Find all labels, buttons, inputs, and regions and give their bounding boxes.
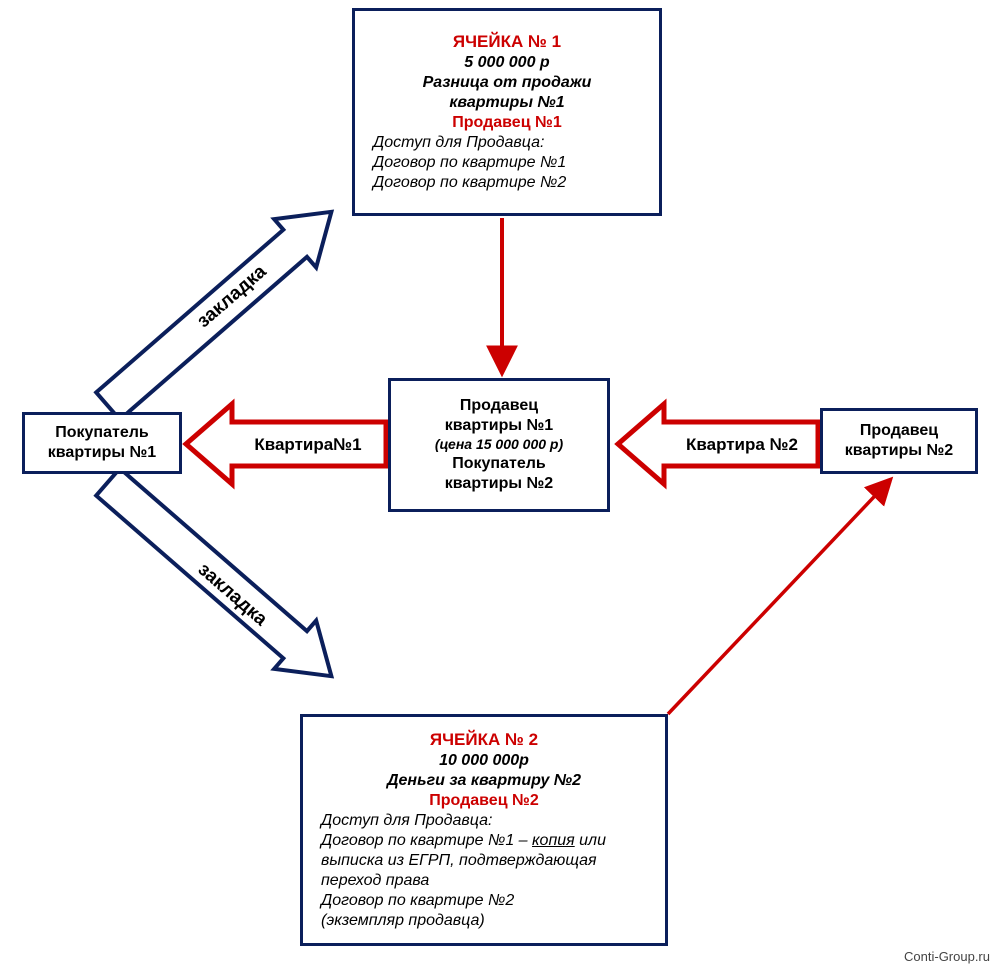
center-box: Продавец квартиры №1 (цена 15 000 000 р)… [388,378,610,512]
buyer1-line2: квартиры №1 [33,443,171,463]
cell1-box: ЯЧЕЙКА № 1 5 000 000 р Разница от продаж… [352,8,662,216]
cell2-desc1: Деньги за квартиру №2 [311,771,657,791]
cell2-amount: 10 000 000р [311,751,657,771]
watermark: Conti-Group.ru [904,949,990,964]
cell1-doc2: Договор по квартире №2 [373,173,651,193]
cell2-doc2-l1: Договор по квартире №2 [321,891,657,911]
cell2-doc1: Договор по квартире №1 – копия или [321,831,657,851]
cell1-desc2: квартиры №1 [363,93,651,113]
cell1-title: ЯЧЕЙКА № 1 [363,31,651,52]
arrow-label-kvartira2: Квартира №2 [686,435,798,454]
center-line4: квартиры №2 [399,474,599,494]
cell2-box: ЯЧЕЙКА № 2 10 000 000р Деньги за квартир… [300,714,668,946]
cell1-desc1: Разница от продажи [363,73,651,93]
zakladka-label-top: закладка [193,261,271,333]
seller2-box: Продавец квартиры №2 [820,408,978,474]
seller2-line2: квартиры №2 [831,441,967,461]
cell2-doc2-l2: (экземпляр продавца) [321,911,657,931]
cell1-doc1: Договор по квартире №1 [373,153,651,173]
block-arrow-kvartira1: Квартира№1 [186,404,386,484]
arrow-label-kvartira1: Квартира№1 [254,435,361,454]
buyer1-line1: Покупатель [33,423,171,443]
cell1-seller: Продавец №1 [363,113,651,133]
cell2-seller: Продавец №2 [311,791,657,811]
cell2-doc1-l2: выписка из ЕГРП, подтверждающая [321,851,657,871]
cell1-amount: 5 000 000 р [363,53,651,73]
cell2-title: ЯЧЕЙКА № 2 [311,729,657,750]
block-arrow-kvartira2: Квартира №2 [618,404,818,484]
center-line1: Продавец [399,396,599,416]
center-line3: Покупатель [399,454,599,474]
cell2-doc1-l3: переход права [321,871,657,891]
center-price: (цена 15 000 000 р) [399,436,599,454]
cell2-access: Доступ для Продавца: [321,811,657,831]
cell1-access: Доступ для Продавца: [373,133,651,153]
buyer1-box: Покупатель квартиры №1 [22,412,182,474]
center-line2: квартиры №1 [399,416,599,436]
seller2-line1: Продавец [831,421,967,441]
zakladka-label-bottom: закладка [193,559,271,631]
